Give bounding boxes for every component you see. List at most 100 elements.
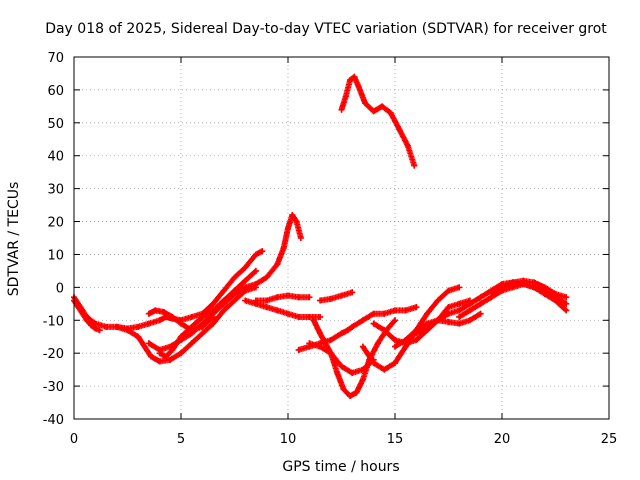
data-point — [359, 317, 366, 324]
data-point — [306, 340, 313, 347]
data-point — [295, 346, 302, 353]
data-point — [563, 294, 570, 301]
y-tick-label: -10 — [43, 314, 64, 329]
data-point — [135, 323, 142, 330]
data-point — [310, 317, 317, 324]
data-point — [242, 297, 249, 304]
data-point — [274, 261, 281, 268]
data-point — [392, 360, 398, 367]
data-point — [477, 294, 484, 301]
y-tick-label: -20 — [43, 347, 64, 362]
data-point — [178, 320, 184, 327]
data-point — [317, 343, 324, 350]
y-tick-label: 20 — [47, 216, 64, 231]
data-point — [379, 103, 386, 110]
data-point — [381, 366, 388, 373]
data-point — [252, 267, 259, 274]
data-point — [338, 292, 345, 299]
data-point — [402, 337, 409, 344]
data-point — [152, 307, 159, 314]
data-point — [359, 343, 366, 350]
data-point — [351, 73, 358, 80]
data-point — [285, 225, 291, 232]
series-arc-12 — [317, 289, 356, 304]
y-tick-label: -40 — [43, 413, 64, 428]
series-arc-8 — [242, 297, 324, 320]
data-point — [274, 294, 281, 301]
data-point — [295, 294, 302, 301]
data-point — [242, 264, 249, 271]
data-point — [274, 307, 281, 314]
data-point — [327, 350, 334, 357]
data-point — [220, 307, 227, 314]
plot-frame — [73, 56, 610, 420]
data-point — [413, 304, 420, 311]
x-tick-label: 15 — [387, 432, 404, 447]
data-point — [434, 317, 441, 324]
data-point — [531, 279, 538, 286]
data-point — [359, 366, 366, 373]
y-axis-label: SDTVAR / TECUs — [6, 182, 22, 297]
data-point — [456, 284, 463, 291]
data-point — [231, 297, 238, 304]
data-point — [370, 310, 377, 317]
data-point — [75, 304, 82, 311]
data-point — [156, 350, 163, 357]
data-point — [424, 323, 431, 330]
data-point — [199, 330, 206, 337]
data-point — [231, 274, 238, 281]
data-point — [327, 295, 334, 302]
data-point — [252, 281, 259, 288]
data-point — [169, 346, 176, 353]
chart-title: Day 018 of 2025, Sidereal Day-to-day VTE… — [45, 21, 607, 37]
data-point — [445, 318, 452, 325]
data-point — [285, 310, 291, 317]
data-point — [220, 297, 227, 304]
series-arc-13 — [338, 73, 418, 169]
y-tick-label: 50 — [47, 117, 64, 132]
data-point — [563, 300, 570, 307]
data-point — [456, 300, 463, 307]
data-point — [210, 300, 217, 307]
data-point — [167, 356, 174, 363]
data-point — [148, 353, 155, 360]
data-point — [306, 294, 313, 301]
series-arc-19 — [488, 277, 570, 301]
data-point — [413, 330, 420, 337]
data-point — [404, 142, 411, 149]
data-point — [381, 327, 388, 334]
data-point — [317, 297, 324, 304]
data-point — [488, 290, 495, 297]
y-tick-label: 30 — [47, 183, 64, 198]
data-point — [340, 386, 347, 393]
plot-marks — [71, 73, 570, 399]
data-point — [156, 358, 163, 365]
y-tick-label: 70 — [47, 51, 64, 66]
data-point — [370, 108, 377, 115]
data-point — [392, 343, 398, 350]
data-point — [199, 323, 206, 330]
x-tick-label: 25 — [601, 432, 618, 447]
data-point — [327, 337, 334, 344]
data-point — [285, 292, 291, 299]
series-arc-5 — [145, 307, 217, 334]
data-point — [413, 337, 420, 344]
data-point — [392, 317, 398, 324]
data-point — [563, 307, 570, 314]
data-point — [293, 218, 300, 225]
data-point — [141, 343, 148, 350]
data-point — [188, 340, 195, 347]
data-point — [381, 310, 388, 317]
data-point — [445, 310, 452, 317]
data-point — [96, 327, 103, 334]
data-point — [370, 320, 377, 327]
data-point — [445, 304, 452, 311]
data-point — [392, 307, 398, 314]
data-point — [188, 313, 195, 320]
data-point — [113, 323, 120, 330]
data-point — [520, 277, 527, 284]
data-point — [477, 300, 484, 307]
data-point — [210, 313, 217, 320]
y-tick-label: 10 — [47, 248, 64, 263]
x-tick-label: 20 — [494, 432, 511, 447]
